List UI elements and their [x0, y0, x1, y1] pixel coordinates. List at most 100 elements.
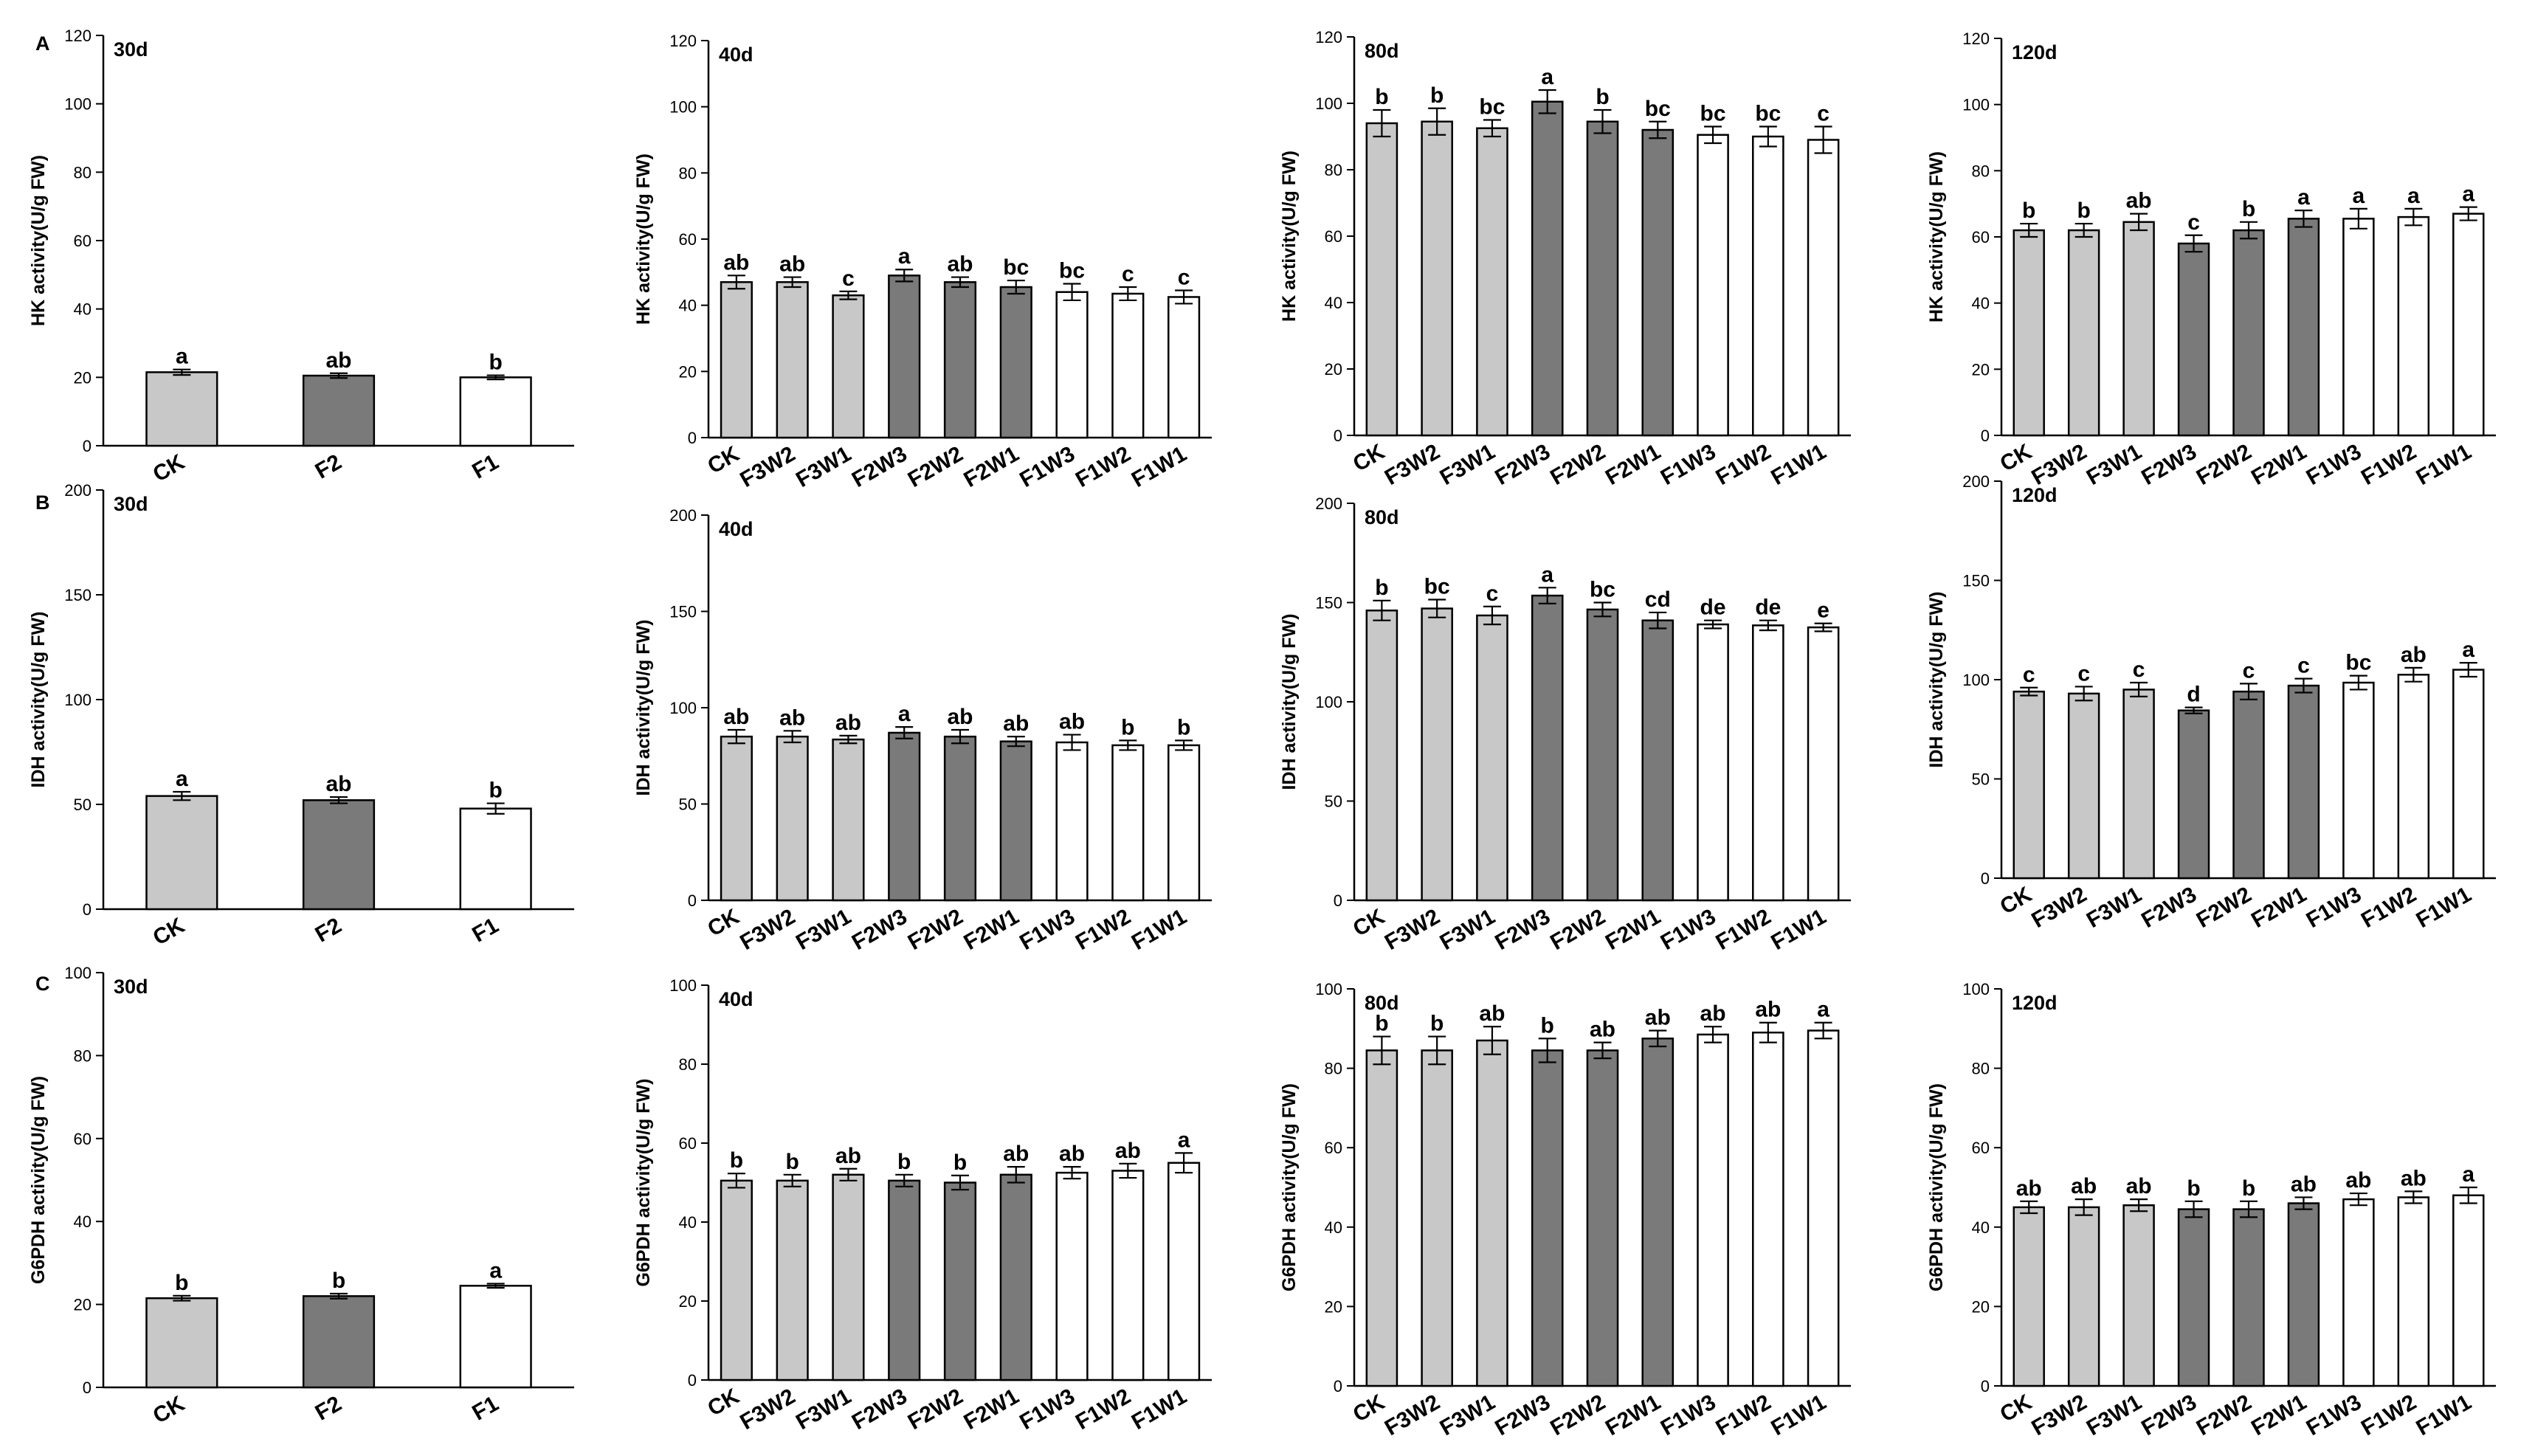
panel-3-bar-F3W2 — [1421, 120, 1453, 437]
panel-6-xtick-label-F2W3: F2W3 — [848, 904, 911, 955]
panel-2-ytick-label-6: 120 — [669, 32, 697, 50]
panel-3-bar-F2W3 — [1531, 100, 1564, 437]
panel-8-bar-F2W1 — [2287, 684, 2320, 880]
panel-5-ytick-label-4: 200 — [64, 481, 92, 500]
panel-11-ytick-label-0: 0 — [1334, 1377, 1342, 1395]
panel-11-ytick-label-5: 100 — [1315, 980, 1342, 998]
panel-1-xtick-label-CK: CK — [149, 449, 189, 486]
panel-12-bar-F2W1 — [2287, 1202, 2320, 1387]
panel-8-xtick-label-F3W1: F3W1 — [2083, 882, 2146, 933]
panel-8-bar-F2W2 — [2232, 690, 2265, 880]
panel-12-ytick-label-5: 100 — [1962, 980, 1990, 998]
panel-12-sig-letter-F3W1: ab — [2126, 1174, 2152, 1198]
panel-3-bar-F1W1 — [1807, 139, 1840, 437]
panel-6-sig-letter-F1W2: b — [1121, 715, 1134, 739]
panel-8-sig-letter-CK: c — [2023, 663, 2035, 687]
panel-6-sig-letter-F3W1: ab — [835, 711, 861, 735]
panel-3-xtick-label-F1W3: F1W3 — [1657, 439, 1720, 490]
panel-12-xtick-label-F1W3: F1W3 — [2303, 1390, 2366, 1441]
panel-10-sig-letter-F1W3: ab — [1059, 1142, 1085, 1166]
panel-7-sig-letter-F1W1: e — [1817, 598, 1829, 623]
panel-4-xtick-label-F1W3: F1W3 — [2303, 439, 2366, 490]
panel-4-xtick-label-F3W1: F3W1 — [2083, 439, 2146, 490]
panel-2-bar-F3W1 — [832, 294, 865, 439]
panel-4-sig-letter-F1W1: a — [2462, 182, 2474, 207]
panel-12-xtick-label-F2W1: F2W1 — [2247, 1390, 2311, 1441]
panel-6-ytick-label-2: 100 — [669, 699, 697, 717]
panel-10-sig-letter-F1W2: ab — [1115, 1139, 1141, 1163]
panel-7-xtick-label-F2W2: F2W2 — [1546, 904, 1610, 955]
panel-8-xtick-label-F1W2: F1W2 — [2357, 882, 2421, 933]
panel-6-bar-F3W2 — [776, 735, 809, 902]
panel-11-bar-F2W2 — [1586, 1049, 1619, 1387]
panel-2-xtick-label-F3W2: F3W2 — [736, 441, 799, 492]
panel-9-sig-letter-CK: b — [175, 1271, 188, 1295]
panel-11-sig-letter-F1W3: ab — [1700, 1001, 1726, 1026]
panel-2-xtick-label-F2W2: F2W2 — [904, 441, 968, 492]
panel-11-bar-F1W2 — [1752, 1031, 1784, 1387]
panel-3-sig-letter-F2W1: bc — [1645, 97, 1671, 121]
panel-5-ytick-label-1: 50 — [74, 796, 92, 814]
panel-8-ytick-label-3: 150 — [1962, 572, 1990, 590]
panel-10-ytick-label-1: 20 — [679, 1292, 697, 1311]
panel-7-xtick-label-F1W1: F1W1 — [1767, 904, 1830, 955]
panel-8-sig-letter-F2W2: c — [2243, 658, 2255, 683]
panel-7-xtick-label-F3W1: F3W1 — [1436, 904, 1500, 955]
panel-12-xtick-label-F3W1: F3W1 — [2083, 1390, 2146, 1441]
panel-3-xtick-label-F3W1: F3W1 — [1436, 439, 1500, 490]
panel-4-bar-CK — [2013, 229, 2045, 437]
panel-8-sig-letter-F1W3: bc — [2345, 651, 2371, 675]
panel-12-sig-letter-F2W2: b — [2242, 1176, 2255, 1201]
panel-10-bar-F2W3 — [888, 1179, 921, 1381]
panel-12-sig-letter-F3W2: ab — [2071, 1174, 2097, 1198]
panel-11-xtick-label-F3W2: F3W2 — [1381, 1390, 1444, 1441]
panel-11-ytick-label-1: 20 — [1325, 1297, 1342, 1316]
panel-1-sig-letter-CK: a — [176, 345, 188, 369]
panel-4-xtick-label-F2W3: F2W3 — [2137, 439, 2201, 490]
panel-4-bar-F2W2 — [2232, 229, 2265, 437]
panel-2-bar-F1W3 — [1055, 291, 1089, 439]
panel-7-sig-letter-CK: b — [1375, 576, 1388, 600]
panel-2-ytick-label-3: 60 — [679, 230, 697, 249]
panel-3-xtick-label-F2W2: F2W2 — [1546, 439, 1610, 490]
panel-10-sig-letter-F2W2: b — [953, 1150, 967, 1175]
panel-2-xtick-label-F1W1: F1W1 — [1128, 441, 1191, 492]
panel-9-bar-CK — [145, 1297, 218, 1389]
panel-4-ytick-label-3: 60 — [1972, 228, 1990, 246]
panel-8-title: 120d — [2012, 484, 2058, 506]
panel-6-xtick-label-F1W1: F1W1 — [1128, 904, 1191, 955]
panel-11-bar-F2W3 — [1531, 1049, 1564, 1387]
panel-5-sig-letter-F2: ab — [325, 772, 351, 796]
panel-2-ytick-label-1: 20 — [679, 362, 697, 381]
panel-4-bar-F1W2 — [2397, 215, 2430, 437]
panel-5-ytick-label-2: 100 — [64, 691, 92, 709]
panel-6-bar-F1W3 — [1055, 741, 1089, 902]
panel-4-sig-letter-F1W2: a — [2407, 184, 2420, 208]
panel-8-ytick-label-0: 0 — [1981, 869, 1990, 888]
panel-12-sig-letter-F2W1: ab — [2291, 1172, 2317, 1196]
panel-3-xtick-label-F3W2: F3W2 — [1381, 439, 1444, 490]
panel-7-bar-F2W2 — [1586, 608, 1619, 902]
panel-3-sig-letter-F2W2: b — [1596, 85, 1609, 109]
panel-11-title: 80d — [1365, 992, 1399, 1014]
panel-3-ytick-label-2: 40 — [1325, 294, 1342, 312]
panel-3-sig-letter-F3W1: bc — [1479, 95, 1505, 120]
panel-2-title: 40d — [719, 44, 753, 66]
panel-10-xtick-label-F2W3: F2W3 — [848, 1384, 911, 1435]
panel-4-ylabel: HK activity(U/g FW) — [1926, 151, 1947, 322]
panel-6-sig-letter-F2W1: ab — [1003, 711, 1029, 736]
panel-1-ylabel: HK activity(U/g FW) — [28, 155, 49, 326]
panel-8-sig-letter-F1W2: ab — [2401, 643, 2427, 667]
panel-12-ytick-label-0: 0 — [1981, 1377, 1990, 1395]
panel-10-bar-F1W3 — [1055, 1171, 1089, 1381]
panel-12-xtick-label-F1W1: F1W1 — [2412, 1390, 2475, 1441]
panel-1-ytick-label-6: 120 — [64, 27, 92, 45]
panel-8-sig-letter-F3W1: c — [2133, 658, 2145, 682]
panel-12-bar-F3W1 — [2122, 1204, 2155, 1387]
panel-10-title: 40d — [719, 988, 753, 1010]
panel-6-sig-letter-F3W2: ab — [779, 705, 805, 730]
panel-6-bar-F1W1 — [1168, 744, 1201, 902]
panel-6-ytick-label-4: 200 — [669, 506, 697, 525]
panel-3-sig-letter-CK: b — [1375, 85, 1388, 109]
